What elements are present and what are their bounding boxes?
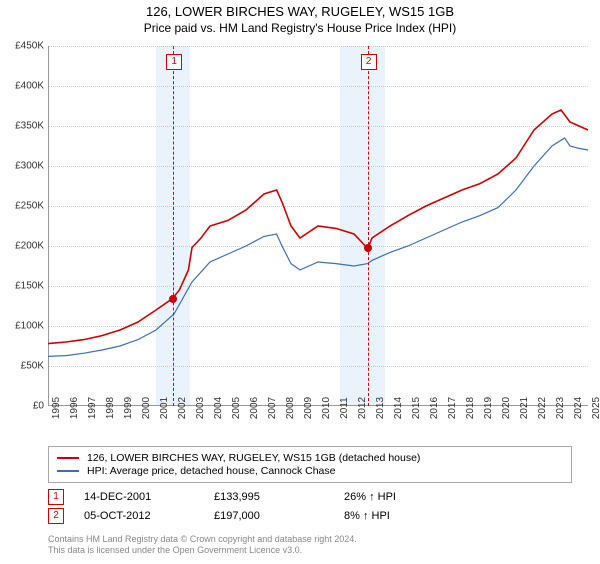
- x-tick-label: 2019: [483, 397, 494, 419]
- x-tick-label: 2006: [249, 397, 260, 419]
- legend-row: HPI: Average price, detached house, Cann…: [57, 465, 563, 477]
- legend-label-property: 126, LOWER BIRCHES WAY, RUGELEY, WS15 1G…: [87, 452, 420, 464]
- x-tick-label: 2015: [411, 397, 422, 419]
- x-tick-label: 2011: [339, 397, 350, 419]
- x-tick-label: 2010: [321, 397, 332, 419]
- sale-price: £197,000: [214, 510, 304, 522]
- event-marker: 2: [361, 54, 377, 70]
- x-tick-label: 2008: [285, 397, 296, 419]
- x-tick-label: 2020: [501, 397, 512, 419]
- chart-subtitle: Price paid vs. HM Land Registry's House …: [0, 21, 600, 35]
- x-tick-label: 2024: [573, 397, 584, 419]
- footer-line1: Contains HM Land Registry data © Crown c…: [48, 534, 357, 545]
- event-line: [173, 46, 174, 406]
- event-line: [368, 46, 369, 406]
- x-tick-label: 2013: [375, 397, 386, 419]
- x-tick-label: 2022: [537, 397, 548, 419]
- x-tick-label: 2023: [555, 397, 566, 419]
- x-tick-label: 2004: [213, 397, 224, 419]
- y-tick-label: £250K: [0, 201, 48, 212]
- footer: Contains HM Land Registry data © Crown c…: [48, 534, 357, 557]
- legend-swatch-hpi: [57, 470, 79, 472]
- event-dot: [364, 244, 372, 252]
- x-tick-label: 2007: [267, 397, 278, 419]
- x-tick-label: 2012: [357, 397, 368, 419]
- y-tick-label: £300K: [0, 161, 48, 172]
- series-hpi: [48, 138, 588, 356]
- sale-date: 14-DEC-2001: [84, 491, 174, 503]
- x-tick-label: 2016: [429, 397, 440, 419]
- x-tick-label: 2005: [231, 397, 242, 419]
- sale-delta: 8% ↑ HPI: [344, 510, 434, 522]
- x-tick-label: 2021: [519, 397, 530, 419]
- x-tick-label: 2001: [159, 397, 170, 419]
- legend-row: 126, LOWER BIRCHES WAY, RUGELEY, WS15 1G…: [57, 452, 563, 464]
- sale-row: 2 05-OCT-2012 £197,000 8% ↑ HPI: [48, 508, 588, 524]
- chart-title: 126, LOWER BIRCHES WAY, RUGELEY, WS15 1G…: [0, 4, 600, 19]
- sale-price: £133,995: [214, 491, 304, 503]
- x-tick-label: 2018: [465, 397, 476, 419]
- x-tick-label: 1996: [69, 397, 80, 419]
- y-tick-label: £200K: [0, 241, 48, 252]
- x-tick-label: 2014: [393, 397, 404, 419]
- chart-container: 126, LOWER BIRCHES WAY, RUGELEY, WS15 1G…: [0, 4, 600, 564]
- legend: 126, LOWER BIRCHES WAY, RUGELEY, WS15 1G…: [48, 446, 572, 483]
- x-tick-label: 2000: [141, 397, 152, 419]
- sale-date: 05-OCT-2012: [84, 510, 174, 522]
- x-tick-label: 2017: [447, 397, 458, 419]
- y-tick-label: £400K: [0, 81, 48, 92]
- x-tick-label: 1998: [105, 397, 116, 419]
- x-tick-label: 1999: [123, 397, 134, 419]
- event-marker: 1: [166, 54, 182, 70]
- x-tick-label: 2002: [177, 397, 188, 419]
- x-tick-label: 1997: [87, 397, 98, 419]
- x-tick-label: 2009: [303, 397, 314, 419]
- y-tick-label: £100K: [0, 321, 48, 332]
- sale-delta: 26% ↑ HPI: [344, 491, 434, 503]
- legend-label-hpi: HPI: Average price, detached house, Cann…: [87, 465, 335, 477]
- sales-table: 1 14-DEC-2001 £133,995 26% ↑ HPI 2 05-OC…: [48, 486, 588, 527]
- x-tick-label: 1995: [51, 397, 62, 419]
- y-tick-label: £450K: [0, 41, 48, 52]
- event-dot: [169, 295, 177, 303]
- y-tick-label: £0: [0, 401, 48, 412]
- x-tick-label: 2003: [195, 397, 206, 419]
- y-tick-label: £150K: [0, 281, 48, 292]
- y-tick-label: £350K: [0, 121, 48, 132]
- x-tick-label: 2025: [591, 397, 600, 419]
- sale-marker: 1: [48, 489, 64, 505]
- sale-marker: 2: [48, 508, 64, 524]
- footer-line2: This data is licensed under the Open Gov…: [48, 545, 357, 556]
- series-property: [48, 110, 588, 344]
- y-tick-label: £50K: [0, 361, 48, 372]
- sale-row: 1 14-DEC-2001 £133,995 26% ↑ HPI: [48, 489, 588, 505]
- line-series: [48, 46, 588, 406]
- legend-swatch-property: [57, 457, 79, 459]
